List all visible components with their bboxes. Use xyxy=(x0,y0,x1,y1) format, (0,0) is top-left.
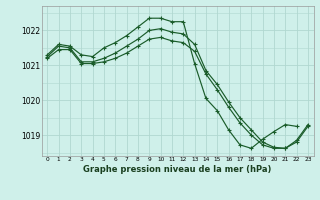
X-axis label: Graphe pression niveau de la mer (hPa): Graphe pression niveau de la mer (hPa) xyxy=(84,165,272,174)
